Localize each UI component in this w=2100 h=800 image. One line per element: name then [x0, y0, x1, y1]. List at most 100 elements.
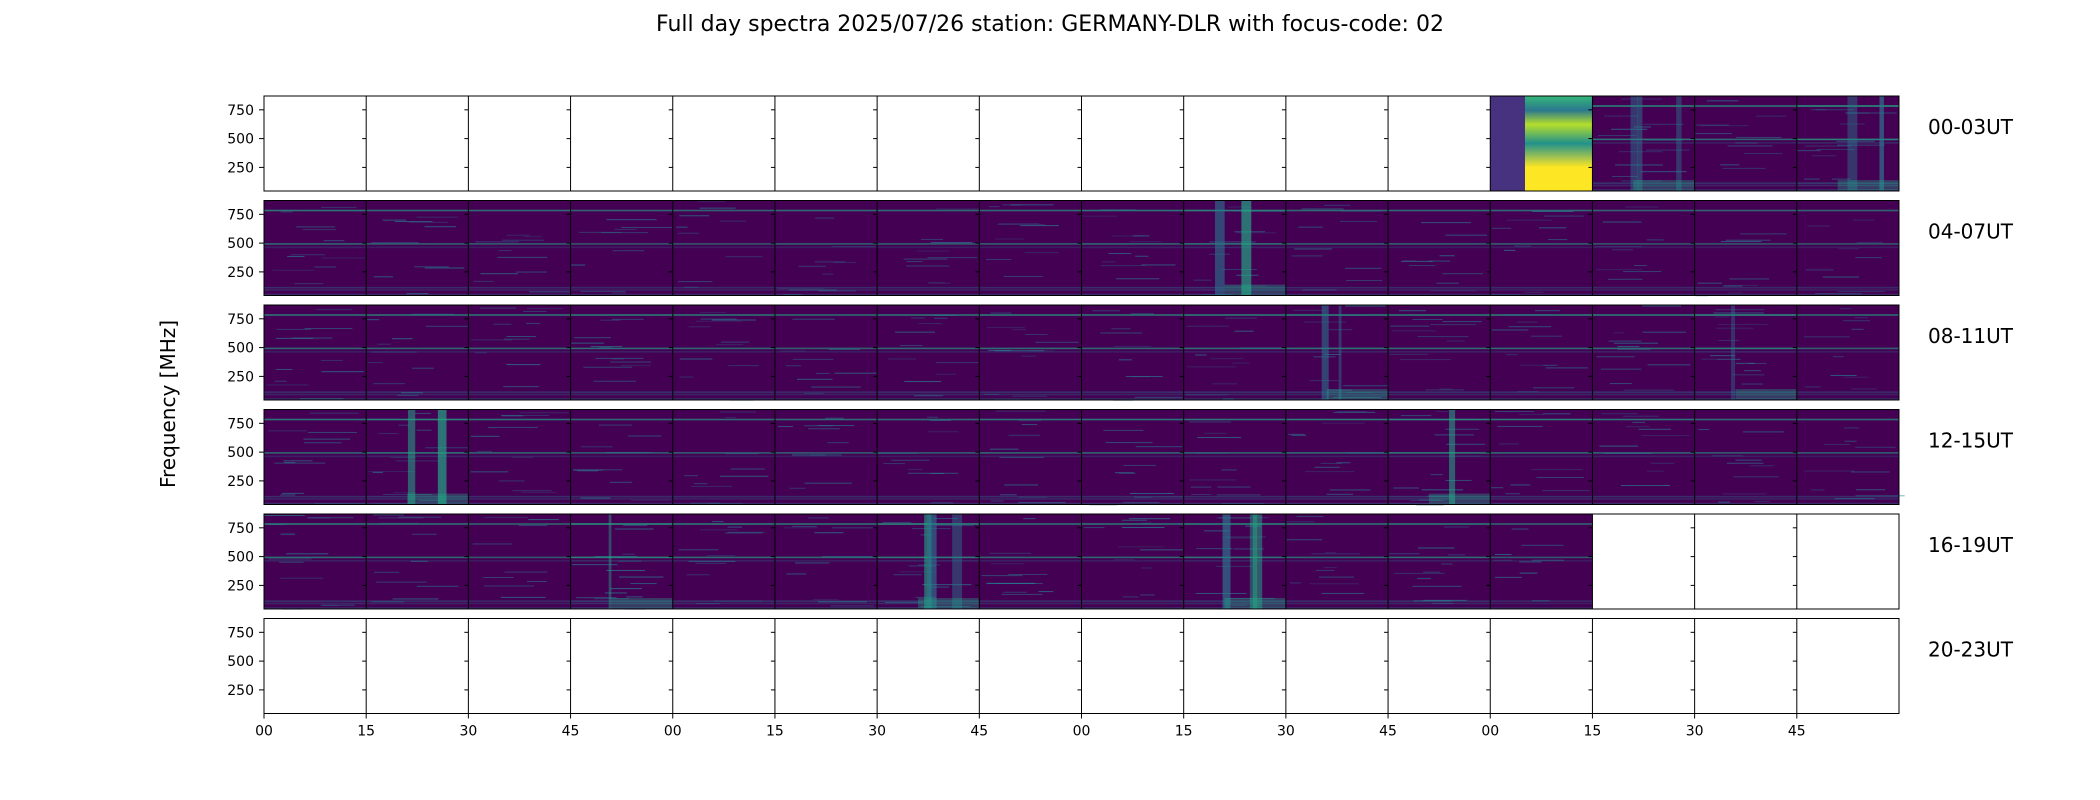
- cell-line: [1388, 523, 1491, 525]
- cell-speckle: [1346, 391, 1372, 393]
- cell-speckle: [792, 318, 835, 320]
- spectrum-cell: [366, 409, 474, 505]
- cell-line: [366, 556, 469, 559]
- cell-line: [366, 351, 469, 353]
- cell-speckle: [1102, 261, 1116, 263]
- cell-lowband: [1735, 389, 1797, 400]
- cell-line: [1490, 495, 1593, 498]
- cell-speckle: [394, 221, 433, 223]
- cell-line: [877, 351, 980, 353]
- cell-line: [1694, 495, 1797, 498]
- cell-line: [1183, 523, 1286, 525]
- cell-line: [979, 523, 1082, 525]
- cell-speckle: [391, 338, 413, 340]
- cell-line: [979, 602, 1082, 605]
- cell-speckle: [1122, 596, 1139, 598]
- cell-speckle: [1332, 397, 1381, 399]
- cell-speckle: [882, 521, 912, 523]
- cell-line: [877, 347, 980, 350]
- cell-speckle: [1699, 125, 1749, 127]
- spectrum-cell: [264, 409, 367, 505]
- cell-line: [672, 351, 775, 353]
- cell-speckle: [1129, 493, 1175, 495]
- cell-speckle: [989, 552, 1032, 554]
- cell-speckle: [906, 265, 950, 267]
- cell-speckle: [1328, 389, 1352, 391]
- cell-line: [1285, 523, 1389, 525]
- cell-speckle: [416, 429, 432, 431]
- cell-background: [1490, 305, 1593, 400]
- cell-speckle: [777, 288, 825, 290]
- cell-speckle: [622, 553, 635, 555]
- y-tick-label: 500: [227, 132, 254, 148]
- cell-vband: [437, 409, 447, 505]
- cell-line: [366, 498, 469, 500]
- cell-speckle: [1856, 489, 1886, 491]
- cell-speckle: [1018, 496, 1047, 498]
- cell-line: [366, 246, 469, 249]
- cell-speckle: [904, 381, 942, 383]
- cell-speckle: [1599, 445, 1639, 447]
- cell-speckle: [309, 412, 359, 414]
- cell-speckle: [995, 410, 1046, 412]
- cell-speckle: [304, 327, 353, 329]
- cell-line: [774, 286, 878, 289]
- cell-line: [1081, 351, 1184, 353]
- cell-vband: [1731, 305, 1736, 400]
- cell-speckle: [1442, 273, 1483, 275]
- cell-speckle: [1797, 150, 1821, 152]
- cell-speckle: [814, 261, 845, 263]
- cell-line: [1388, 498, 1491, 500]
- cell-speckle: [1837, 291, 1885, 293]
- cell-speckle: [1620, 484, 1670, 486]
- cell-vband: [1338, 305, 1342, 400]
- cell-line: [1285, 286, 1389, 289]
- cell-speckle: [628, 435, 662, 437]
- cell-speckle: [528, 519, 559, 521]
- cell-speckle: [1548, 239, 1568, 241]
- cell-line: [1592, 347, 1695, 350]
- cell-speckle: [1497, 425, 1543, 427]
- cell-speckle: [1613, 332, 1624, 334]
- cell-vband: [1241, 200, 1252, 296]
- cell-speckle: [1204, 530, 1231, 532]
- cell-speckle: [1617, 346, 1640, 348]
- cell-speckle: [832, 527, 878, 529]
- cell-speckle: [497, 256, 548, 258]
- cell-line: [1490, 602, 1593, 605]
- cell-speckle: [612, 250, 645, 252]
- cell-speckle: [690, 502, 721, 504]
- cell-speckle: [1122, 501, 1160, 503]
- cell-speckle: [500, 414, 550, 416]
- cell-line: [1592, 495, 1695, 498]
- cell-speckle: [1542, 490, 1590, 492]
- cell-speckle: [1314, 466, 1340, 468]
- cell-line: [1592, 351, 1695, 353]
- cell-background: [570, 305, 673, 400]
- x-tick-label: 00: [255, 724, 273, 740]
- cell-line: [570, 455, 673, 458]
- cell-speckle: [1543, 413, 1571, 415]
- x-tick-label: 00: [664, 724, 682, 740]
- cell-speckle: [986, 258, 1012, 260]
- cell-speckle: [475, 352, 487, 354]
- cell-speckle: [1711, 455, 1744, 457]
- cell-speckle: [1642, 305, 1681, 307]
- spectrum-cell: [1592, 305, 1695, 400]
- cell-speckle: [699, 312, 727, 314]
- cell-line: [672, 314, 775, 316]
- cell-line: [468, 293, 571, 296]
- cell-speckle: [371, 242, 419, 244]
- cell-speckle: [1626, 426, 1650, 428]
- spectrum-cell: [468, 200, 572, 296]
- cell-line: [877, 398, 980, 400]
- cell-line: [1694, 418, 1797, 421]
- cell-speckle: [679, 215, 710, 217]
- spectra-cells: [264, 96, 1905, 610]
- cell-speckle: [1598, 135, 1637, 137]
- cell-speckle: [1735, 459, 1762, 461]
- cell-speckle: [320, 604, 355, 606]
- cell-line: [774, 495, 878, 498]
- cell-speckle: [720, 220, 747, 222]
- cell-line: [1796, 495, 1899, 498]
